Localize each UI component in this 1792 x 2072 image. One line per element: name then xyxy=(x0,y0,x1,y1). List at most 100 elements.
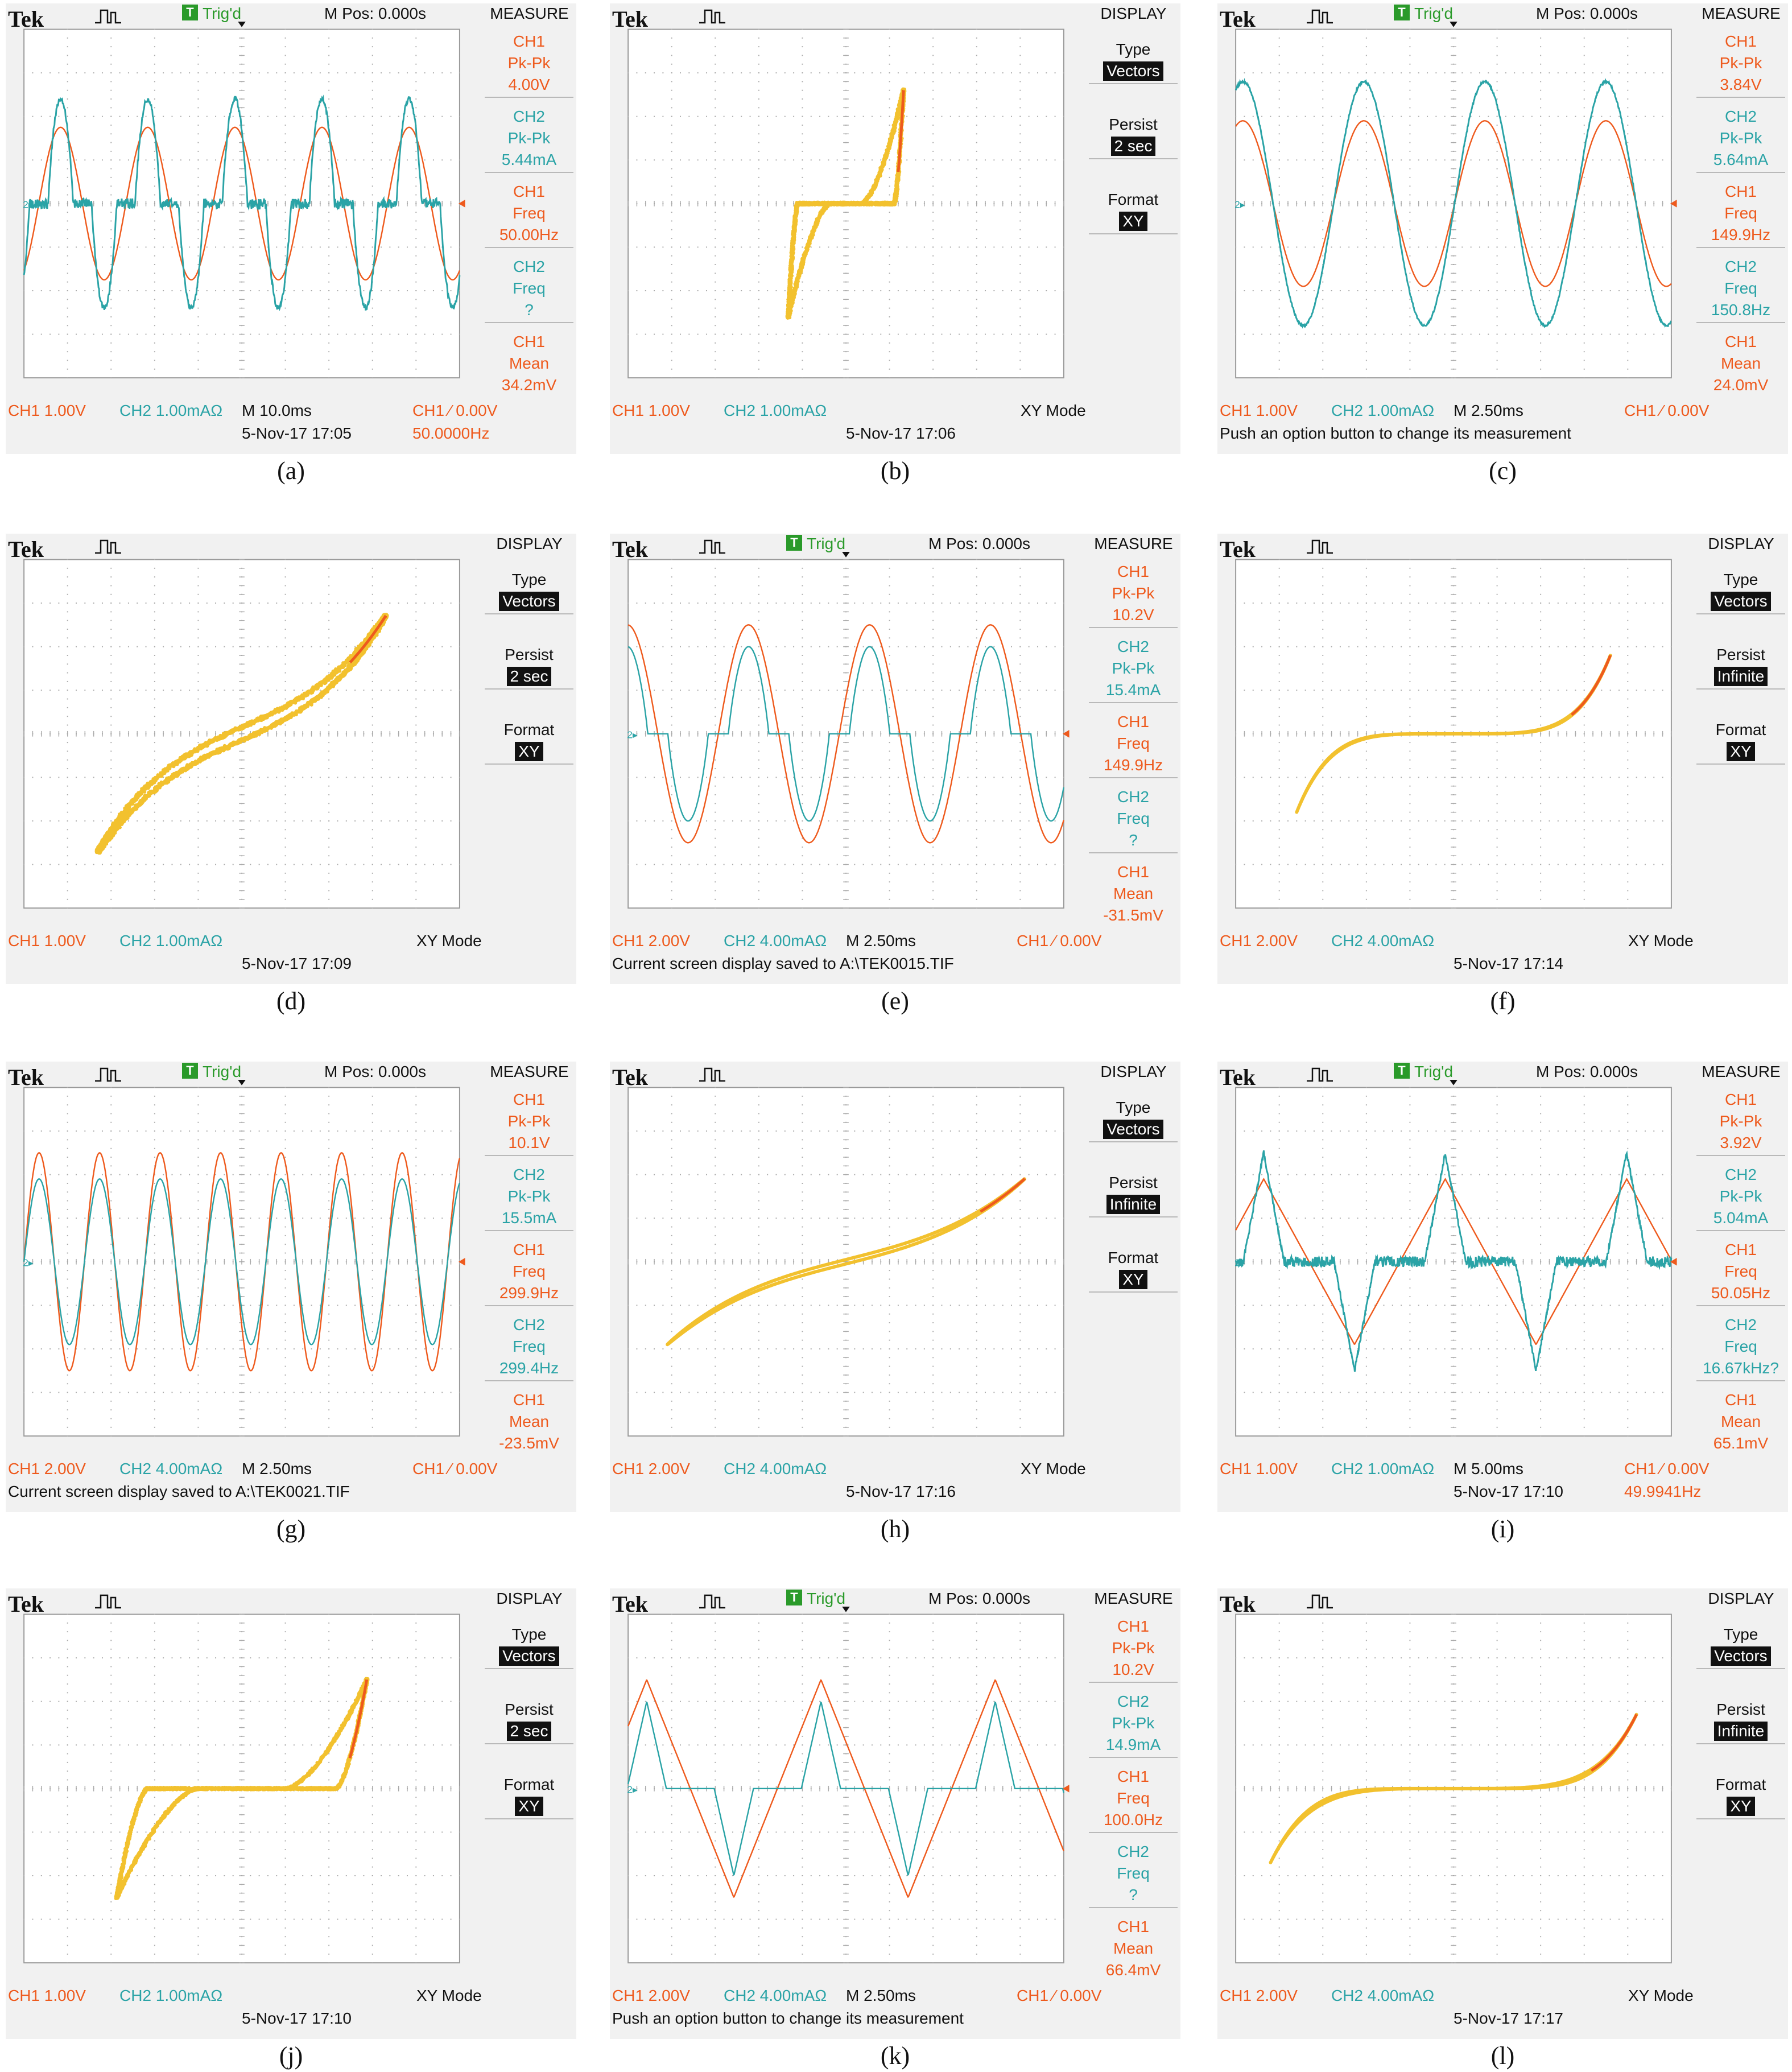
measure-slot-4[interactable]: CH2 Freq 16.67kHz? xyxy=(1696,1314,1785,1379)
measure-slot-3[interactable]: CH1 Freq 149.9Hz xyxy=(1089,711,1178,776)
measure-slot-1[interactable]: CH1 Pk-Pk 10.1V xyxy=(485,1089,573,1154)
measure-slot-3[interactable]: CH1 Freq 50.05Hz xyxy=(1696,1239,1785,1304)
display-persist-value: Infinite xyxy=(1106,1195,1161,1214)
display-type-button[interactable]: Type Vectors xyxy=(1089,39,1178,82)
ch1-scale: CH1 1.00V xyxy=(8,402,86,420)
display-format-value: XY xyxy=(1119,212,1147,231)
measure-slot-3[interactable]: CH1 Freq 50.00Hz xyxy=(485,181,573,246)
display-format-button[interactable]: Format XY xyxy=(1696,1774,1785,1817)
trigger-status-label: Trig'd xyxy=(807,1590,845,1607)
measure-slot-5[interactable]: CH1 Mean 34.2mV xyxy=(485,331,573,396)
display-type-button[interactable]: Type Vectors xyxy=(485,1624,573,1667)
measure-slot-4[interactable]: CH2 Freq 299.4Hz xyxy=(485,1314,573,1379)
measure-slot-2[interactable]: CH2 Pk-Pk 5.64mA xyxy=(1696,106,1785,171)
measure-slot-3[interactable]: CH1 Freq 100.0Hz xyxy=(1089,1766,1178,1831)
measure-slot-1[interactable]: CH1 Pk-Pk 4.00V xyxy=(485,31,573,96)
measure-value: 10.2V xyxy=(1089,604,1178,626)
display-type-button[interactable]: Type Vectors xyxy=(485,569,573,612)
measure-label: Pk-Pk xyxy=(1696,127,1785,149)
display-menu: DISPLAY Type Vectors Persist Infinite Format X… xyxy=(1694,534,1788,921)
measure-ch: CH2 xyxy=(1696,1164,1785,1186)
trigger-status-label: Trig'd xyxy=(1414,1063,1453,1080)
measure-slot-2[interactable]: CH2 Pk-Pk 15.4mA xyxy=(1089,636,1178,701)
display-format-label: Format xyxy=(485,1774,573,1796)
measure-ch: CH1 xyxy=(1089,561,1178,583)
display-type-button[interactable]: Type Vectors xyxy=(1089,1097,1178,1140)
measure-label: Freq xyxy=(485,1336,573,1357)
ch2-ground-marker: 2▸ xyxy=(23,199,34,210)
measure-slot-2[interactable]: CH2 Pk-Pk 15.5mA xyxy=(485,1164,573,1229)
measure-label: Pk-Pk xyxy=(485,127,573,149)
subfigure-caption: (e) xyxy=(610,987,1180,1016)
ch1-scale: CH1 2.00V xyxy=(612,1987,690,2005)
waveform-display xyxy=(621,20,1071,380)
display-format-button[interactable]: Format XY xyxy=(485,1774,573,1817)
measure-slot-4[interactable]: CH2 Freq 150.8Hz xyxy=(1696,256,1785,321)
display-format-button[interactable]: Format XY xyxy=(1089,189,1178,232)
date-time: 5-Nov-17 17:17 xyxy=(1454,2009,1563,2028)
ch1-scale: CH1 1.00V xyxy=(8,1987,86,2005)
measure-slot-5[interactable]: CH1 Mean -23.5mV xyxy=(485,1389,573,1454)
menu-title: MEASURE xyxy=(482,1063,576,1081)
measure-ch: CH2 xyxy=(485,106,573,127)
measure-slot-4[interactable]: CH2 Freq? xyxy=(1089,786,1178,851)
display-persist-button[interactable]: Persist Infinite xyxy=(1696,644,1785,687)
measure-label: Mean xyxy=(1089,1938,1178,1959)
subfigure-caption: (b) xyxy=(610,456,1180,485)
measure-ch: CH1 xyxy=(485,181,573,203)
measure-label: Mean xyxy=(1696,353,1785,374)
measure-slot-1[interactable]: CH1 Pk-Pk 3.92V xyxy=(1696,1089,1785,1154)
measure-slot-2[interactable]: CH2 Pk-Pk 14.9mA xyxy=(1089,1691,1178,1756)
trigger-level: CH1 ⁄ 0.00V xyxy=(1017,1987,1101,2005)
display-persist-button[interactable]: Persist 2 sec xyxy=(1089,114,1178,157)
display-persist-button[interactable]: Persist 2 sec xyxy=(485,644,573,687)
trigger-status-label: Trig'd xyxy=(203,5,241,22)
display-persist-button[interactable]: Persist 2 sec xyxy=(485,1699,573,1742)
display-persist-label: Persist xyxy=(1089,114,1178,135)
waveform-display: 2▸ xyxy=(1229,1079,1678,1438)
ch1-scale: CH1 1.00V xyxy=(8,932,86,950)
status-message: Current screen display saved to A:\TEK00… xyxy=(8,1483,350,1501)
xy-mode-label: XY Mode xyxy=(416,932,482,950)
measure-slot-3[interactable]: CH1 Freq 299.9Hz xyxy=(485,1239,573,1304)
ch1-scale: CH1 2.00V xyxy=(612,932,690,950)
measure-slot-5[interactable]: CH1 Mean 66.4mV xyxy=(1089,1916,1178,1981)
display-persist-button[interactable]: Persist Infinite xyxy=(1089,1172,1178,1215)
date-time: 5-Nov-17 17:10 xyxy=(242,2009,352,2028)
display-type-label: Type xyxy=(1696,569,1785,591)
display-format-label: Format xyxy=(1696,719,1785,741)
ch2-scale: CH2 4.00mAΩ xyxy=(724,1460,827,1478)
trigger-frequency: 50.0000Hz xyxy=(412,424,489,443)
subfigure-caption: (h) xyxy=(610,1514,1180,1543)
display-format-button[interactable]: Format XY xyxy=(485,719,573,762)
display-format-button[interactable]: Format XY xyxy=(1089,1247,1178,1290)
display-persist-button[interactable]: Persist Infinite xyxy=(1696,1699,1785,1742)
measure-slot-2[interactable]: CH2 Pk-Pk 5.04mA xyxy=(1696,1164,1785,1229)
ch2-scale: CH2 1.00mAΩ xyxy=(119,1987,222,2005)
display-type-button[interactable]: Type Vectors xyxy=(1696,569,1785,612)
measure-slot-2[interactable]: CH2 Pk-Pk 5.44mA xyxy=(485,106,573,171)
measure-value: 149.9Hz xyxy=(1089,754,1178,776)
measure-slot-4[interactable]: CH2 Freq? xyxy=(485,256,573,321)
measure-slot-1[interactable]: CH1 Pk-Pk 3.84V xyxy=(1696,31,1785,96)
trigger-icon: T xyxy=(786,535,802,551)
measure-menu: MEASURE CH1 Pk-Pk 4.00V CH2 Pk-Pk 5.44mA CH1 Fre… xyxy=(482,3,576,390)
display-format-button[interactable]: Format XY xyxy=(1696,719,1785,762)
display-type-button[interactable]: Type Vectors xyxy=(1696,1624,1785,1667)
oscilloscope-screen: Tek DISPLAY Type Vectors Persist 2 sec Format X… xyxy=(6,534,576,984)
measure-label: Freq xyxy=(1089,1863,1178,1884)
measure-slot-3[interactable]: CH1 Freq 149.9Hz xyxy=(1696,181,1785,246)
trigger-position-marker xyxy=(1450,22,1457,27)
measure-slot-5[interactable]: CH1 Mean 24.0mV xyxy=(1696,331,1785,396)
measure-value: 65.1mV xyxy=(1696,1433,1785,1454)
oscilloscope-screen: Tek DISPLAY Type Vectors Persist Infinite Form… xyxy=(1217,534,1788,984)
measure-label: Freq xyxy=(1696,1261,1785,1282)
measure-ch: CH1 xyxy=(1089,1916,1178,1938)
measure-slot-5[interactable]: CH1 Mean -31.5mV xyxy=(1089,861,1178,926)
measure-slot-5[interactable]: CH1 Mean 65.1mV xyxy=(1696,1389,1785,1454)
measure-slot-1[interactable]: CH1 Pk-Pk 10.2V xyxy=(1089,1616,1178,1681)
measure-slot-4[interactable]: CH2 Freq? xyxy=(1089,1841,1178,1906)
measure-slot-1[interactable]: CH1 Pk-Pk 10.2V xyxy=(1089,561,1178,626)
ch1-scale: CH1 2.00V xyxy=(1220,1987,1298,2005)
waveform-display: 2▸ xyxy=(1229,20,1678,380)
